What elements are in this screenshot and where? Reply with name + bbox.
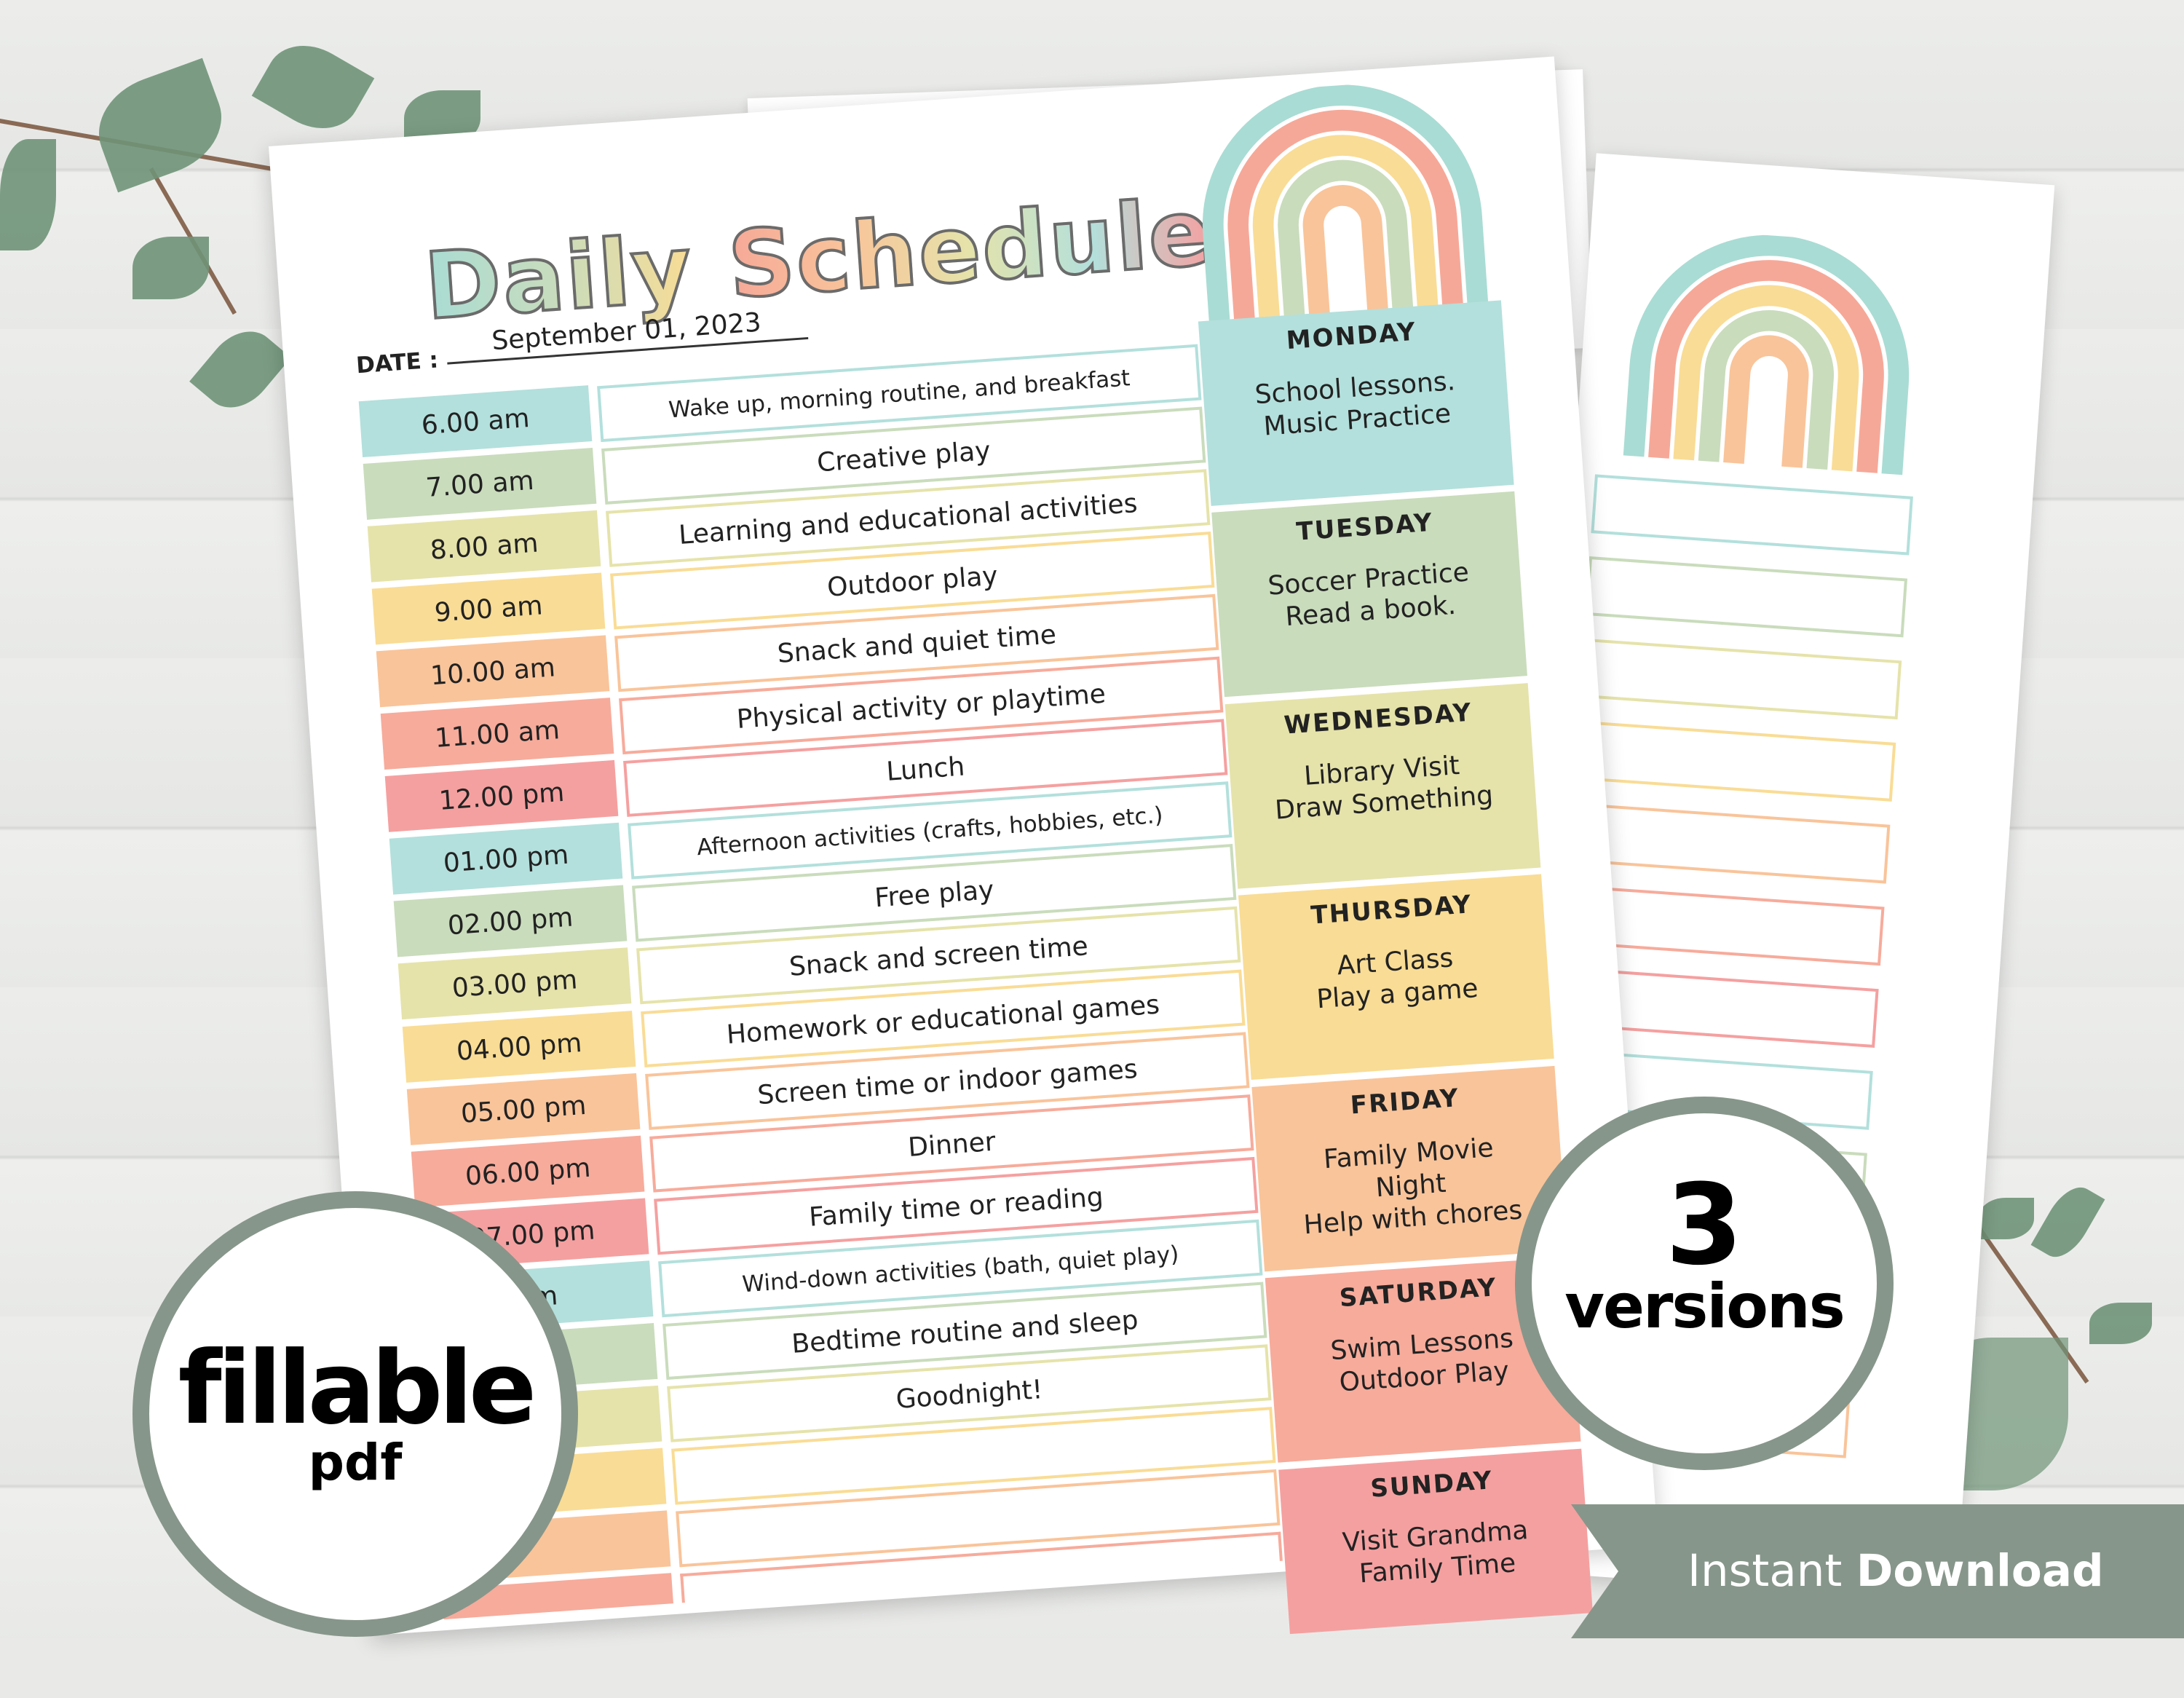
versions-badge: 3 versions — [1515, 1097, 1894, 1470]
day-notes[interactable]: Visit Grandma Family Time — [1341, 1515, 1530, 1590]
rainbow-icon — [1202, 84, 1489, 325]
day-block-wednesday[interactable]: WEDNESDAY Library Visit Draw Something — [1224, 683, 1541, 889]
time-slot[interactable]: 05.00 pm — [406, 1073, 641, 1145]
day-block-sunday[interactable]: SUNDAY Visit Grandma Family Time — [1278, 1448, 1593, 1635]
daily-schedule-sheet: Daily Schedule DATE : September 01, 2023 … — [269, 56, 1658, 1636]
time-slot[interactable]: 01.00 pm — [389, 822, 623, 895]
date-label: DATE : — [355, 347, 440, 379]
time-slot[interactable]: 7.00 am — [363, 447, 597, 520]
day-notes[interactable]: Family Movie Night Help with chores — [1302, 1133, 1524, 1241]
day-notes[interactable]: Art Class Play a game — [1315, 943, 1479, 1015]
day-notes[interactable]: Soccer Practice Read a book. — [1267, 557, 1471, 633]
day-block-monday[interactable]: MONDAY School lessons. Music Practice — [1198, 300, 1514, 506]
time-slot[interactable]: 06.00 pm — [411, 1135, 645, 1208]
rainbow-icon — [1623, 234, 1910, 475]
fillable-pdf-badge: fillable pdf — [132, 1191, 578, 1637]
time-slot[interactable]: 6.00 am — [358, 385, 593, 458]
time-slot[interactable]: 11.00 am — [380, 698, 614, 770]
time-slot[interactable]: 8.00 am — [367, 510, 601, 583]
back-sheet-fields — [1527, 153, 2054, 1458]
back-sheet-field — [1585, 556, 1908, 638]
back-sheet-field — [1567, 802, 1891, 884]
time-slot[interactable]: 12.00 pm — [384, 759, 619, 832]
time-slot[interactable]: 9.00 am — [371, 572, 606, 645]
day-notes[interactable]: School lessons. Music Practice — [1254, 366, 1457, 442]
back-sheet-field — [1579, 638, 1902, 720]
day-block-thursday[interactable]: THURSDAY Art Class Play a game — [1238, 874, 1554, 1080]
instant-download-banner: Instant Download — [1571, 1504, 2184, 1638]
back-sheet — [1497, 153, 2055, 1602]
day-block-tuesday[interactable]: TUESDAY Soccer Practice Read a book. — [1211, 491, 1527, 698]
day-notes[interactable]: Library Visit Draw Something — [1273, 751, 1495, 826]
back-sheet-field — [1591, 474, 1913, 556]
time-slot[interactable]: 02.00 pm — [393, 885, 628, 957]
page-title: Daily Schedule — [420, 177, 1217, 341]
product-mockup: Daily Schedule DATE : September 01, 2023 … — [0, 0, 2184, 1638]
back-sheet-field — [1573, 720, 1896, 802]
time-slot[interactable]: 04.00 pm — [402, 1011, 636, 1083]
time-slot[interactable]: 10.00 am — [376, 635, 610, 708]
time-slot[interactable]: 03.00 pm — [397, 947, 632, 1020]
